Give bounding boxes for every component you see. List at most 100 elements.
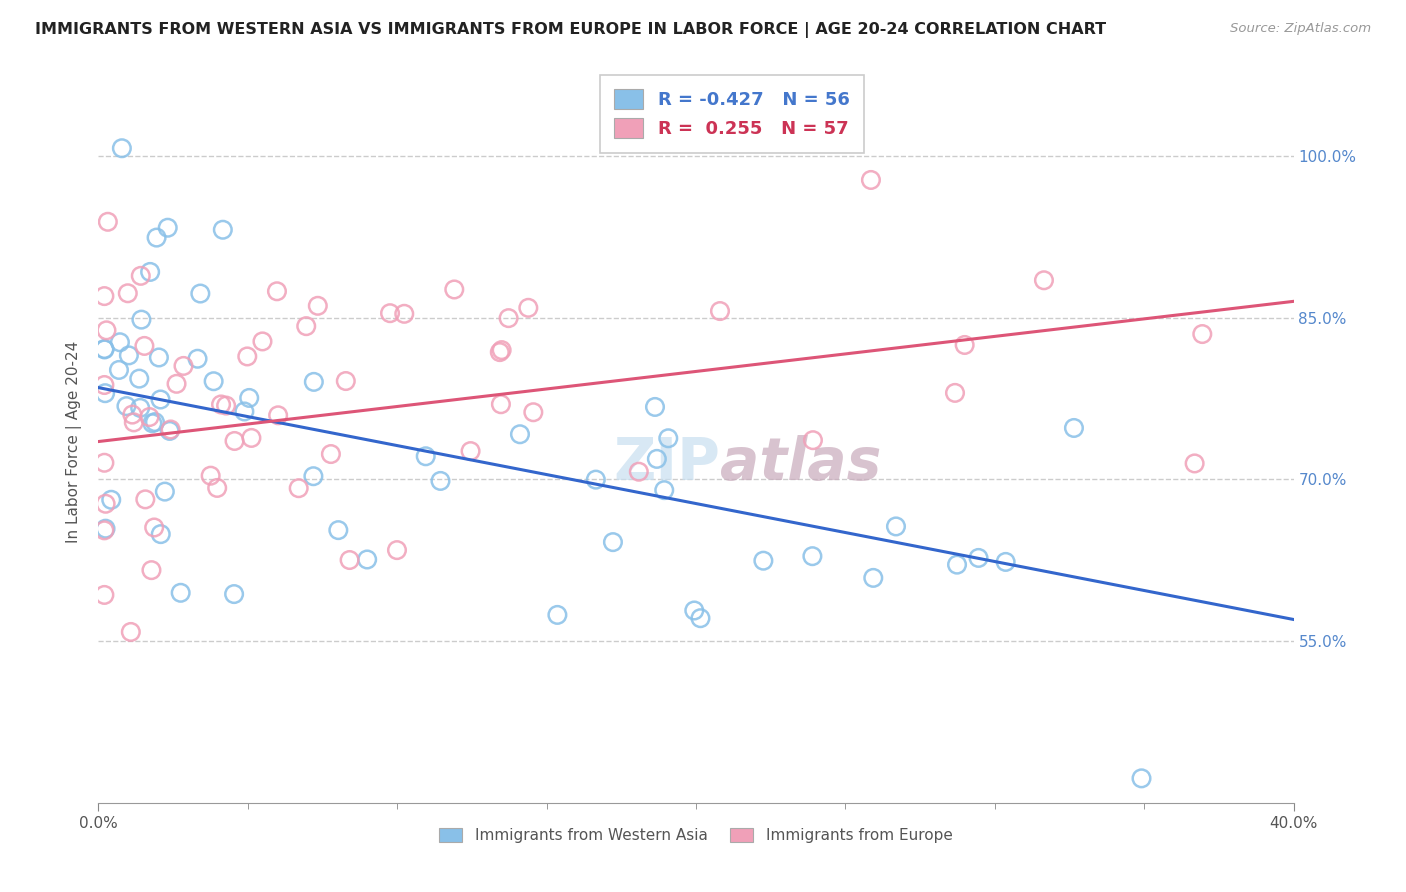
Point xyxy=(118,348,141,362)
Legend: Immigrants from Western Asia, Immigrants from Europe: Immigrants from Western Asia, Immigrants… xyxy=(433,822,959,849)
Point xyxy=(689,611,711,625)
Point xyxy=(141,416,163,430)
Point xyxy=(233,404,256,418)
Point xyxy=(385,543,408,558)
Point xyxy=(141,563,163,577)
Point xyxy=(93,343,115,357)
Point xyxy=(93,456,115,470)
Point xyxy=(143,415,166,429)
Point xyxy=(585,473,607,487)
Point xyxy=(205,481,228,495)
Point xyxy=(148,351,170,365)
Point xyxy=(378,306,401,320)
Point xyxy=(149,392,172,407)
Point xyxy=(240,431,263,445)
Point xyxy=(108,363,131,377)
Point xyxy=(752,554,775,568)
Point xyxy=(709,304,731,318)
Point xyxy=(644,400,666,414)
Point xyxy=(159,424,181,438)
Y-axis label: In Labor Force | Age 20-24: In Labor Force | Age 20-24 xyxy=(66,341,83,542)
Point xyxy=(128,371,150,385)
Point xyxy=(115,399,138,413)
Point xyxy=(93,289,115,303)
Point xyxy=(266,285,288,299)
Point xyxy=(153,484,176,499)
Point xyxy=(443,283,465,297)
Point xyxy=(211,223,233,237)
Point xyxy=(129,401,152,415)
Point xyxy=(522,405,544,419)
Text: ZIP: ZIP xyxy=(613,434,720,491)
Point xyxy=(134,492,156,507)
Point xyxy=(489,397,512,411)
Point xyxy=(683,603,706,617)
Point xyxy=(356,552,378,566)
Point xyxy=(652,483,675,497)
Point xyxy=(1130,772,1153,786)
Text: Source: ZipAtlas.com: Source: ZipAtlas.com xyxy=(1230,22,1371,36)
Point xyxy=(339,553,361,567)
Point xyxy=(994,555,1017,569)
Point xyxy=(170,586,193,600)
Point xyxy=(517,301,540,315)
Point xyxy=(166,376,188,391)
Point xyxy=(215,399,238,413)
Point xyxy=(122,416,145,430)
Point xyxy=(602,535,624,549)
Text: IMMIGRANTS FROM WESTERN ASIA VS IMMIGRANTS FROM EUROPE IN LABOR FORCE | AGE 20-2: IMMIGRANTS FROM WESTERN ASIA VS IMMIGRAN… xyxy=(35,22,1107,38)
Point xyxy=(120,624,142,639)
Point xyxy=(108,335,131,350)
Point xyxy=(188,286,211,301)
Point xyxy=(139,265,162,279)
Point xyxy=(1191,326,1213,341)
Point xyxy=(287,481,309,495)
Point xyxy=(946,558,969,572)
Point xyxy=(645,451,668,466)
Point xyxy=(131,312,153,326)
Point xyxy=(200,468,222,483)
Point xyxy=(111,141,134,155)
Point xyxy=(209,397,232,411)
Point xyxy=(335,374,357,388)
Point xyxy=(801,433,824,447)
Point xyxy=(394,307,416,321)
Point xyxy=(1063,421,1085,435)
Point xyxy=(509,427,531,442)
Point xyxy=(1033,273,1056,287)
Point xyxy=(93,378,115,392)
Point xyxy=(267,409,290,423)
Point xyxy=(307,299,329,313)
Point xyxy=(657,431,679,445)
Point xyxy=(100,492,122,507)
Point xyxy=(236,350,259,364)
Point xyxy=(94,386,117,401)
Point xyxy=(460,444,482,458)
Point xyxy=(143,520,166,534)
Point xyxy=(302,375,325,389)
Point xyxy=(186,351,208,366)
Point xyxy=(224,434,246,448)
Point xyxy=(156,220,179,235)
Point xyxy=(491,343,513,357)
Point xyxy=(859,173,882,187)
Point xyxy=(252,334,274,349)
Point xyxy=(415,450,437,464)
Point xyxy=(94,522,117,536)
Point xyxy=(319,447,342,461)
Point xyxy=(93,342,115,356)
Point xyxy=(96,323,118,337)
Point xyxy=(93,588,115,602)
Point xyxy=(429,474,451,488)
Point xyxy=(94,497,117,511)
Point xyxy=(1184,457,1206,471)
Point xyxy=(943,385,966,400)
Point xyxy=(328,523,350,537)
Point xyxy=(129,268,152,283)
Point xyxy=(117,286,139,301)
Point xyxy=(224,587,246,601)
Point xyxy=(953,338,976,352)
Point xyxy=(488,345,510,359)
Point xyxy=(97,215,120,229)
Point xyxy=(173,359,195,373)
